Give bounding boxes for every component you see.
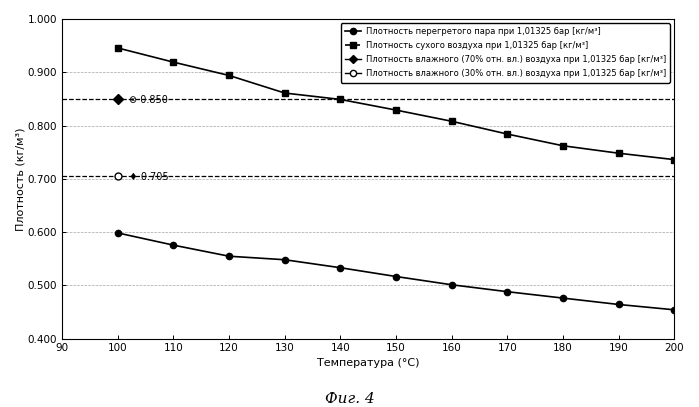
Text: Фиг. 4: Фиг. 4 bbox=[324, 392, 375, 406]
Legend: Плотность перегретого пара при 1,01325 бар [кг/м³], Плотность сухого воздуха при: Плотность перегретого пара при 1,01325 б… bbox=[340, 23, 670, 83]
X-axis label: Температура (°C): Температура (°C) bbox=[317, 358, 419, 368]
Text: ♦ 0.705: ♦ 0.705 bbox=[129, 172, 168, 182]
Text: ⊗ 0.850: ⊗ 0.850 bbox=[129, 95, 168, 105]
Y-axis label: Плотность (кг/м³): Плотность (кг/м³) bbox=[15, 127, 25, 230]
